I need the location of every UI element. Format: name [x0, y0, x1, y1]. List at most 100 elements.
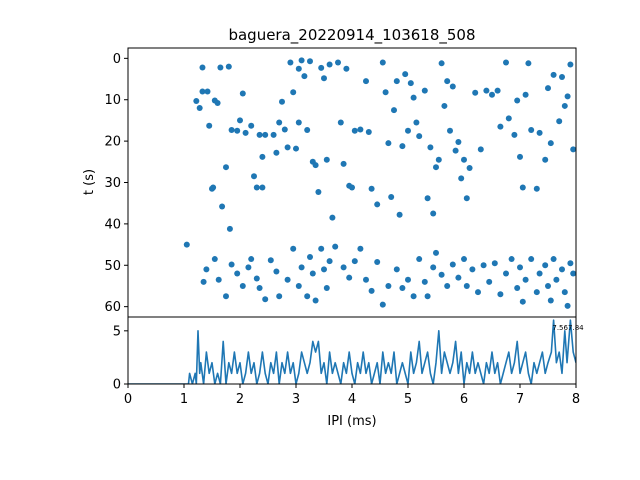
- histogram-frame: [127, 316, 577, 385]
- raster-point: [433, 249, 439, 256]
- raster-point: [335, 59, 341, 66]
- raster-point: [193, 97, 200, 104]
- raster-y-tick-label: 60: [104, 300, 121, 315]
- raster-point: [284, 276, 291, 283]
- raster-point: [332, 243, 339, 250]
- raster-point: [273, 268, 280, 275]
- histogram-y-ticks: 05: [113, 324, 128, 393]
- chart-title: baguera_20220914_103618_508: [228, 26, 475, 45]
- raster-point: [413, 119, 420, 126]
- raster-point: [567, 260, 574, 267]
- raster-point: [256, 285, 263, 292]
- raster-point: [374, 201, 381, 208]
- raster-point: [449, 261, 456, 268]
- raster-point: [203, 266, 210, 273]
- raster-point: [363, 78, 369, 85]
- raster-point: [463, 195, 470, 202]
- histogram-line: [128, 319, 576, 384]
- raster-point: [475, 289, 481, 296]
- raster-point: [326, 61, 333, 68]
- raster-point: [444, 282, 451, 289]
- raster-point: [424, 195, 431, 202]
- raster-point: [351, 258, 358, 265]
- raster-point: [183, 241, 190, 248]
- raster-point: [293, 145, 299, 152]
- raster-point: [402, 71, 409, 78]
- raster-point: [284, 144, 291, 151]
- raster-point: [251, 173, 257, 180]
- raster-point: [416, 256, 423, 263]
- raster-point: [528, 126, 535, 133]
- raster-point: [357, 245, 364, 252]
- histogram-x-tick-label: 6: [460, 392, 468, 407]
- raster-point: [393, 266, 400, 273]
- raster-point: [458, 175, 465, 182]
- raster-y-label: t (s): [82, 169, 97, 195]
- raster-point: [199, 88, 206, 95]
- histogram-x-tick-label: 7: [516, 392, 524, 407]
- raster-point: [556, 118, 563, 125]
- raster-point: [536, 270, 543, 277]
- raster-point: [427, 144, 434, 151]
- raster-point: [239, 90, 246, 97]
- raster-point: [349, 184, 355, 191]
- raster-point: [424, 293, 431, 300]
- raster-point: [522, 91, 529, 98]
- raster-point: [382, 89, 389, 96]
- raster-point: [223, 164, 229, 171]
- raster-point: [323, 156, 330, 163]
- raster-point: [228, 126, 235, 133]
- raster-point: [564, 93, 571, 100]
- raster-point: [368, 287, 375, 294]
- raster-point: [480, 262, 487, 269]
- raster-point: [199, 64, 206, 71]
- raster-point: [267, 257, 274, 264]
- raster-point: [497, 291, 504, 298]
- raster-point: [379, 59, 386, 66]
- raster-point: [463, 282, 470, 289]
- raster-point: [561, 102, 568, 109]
- raster-point: [525, 60, 532, 67]
- raster-point: [211, 256, 218, 263]
- peak-annotation: 7.56: [552, 324, 568, 332]
- raster-point: [253, 275, 260, 282]
- histogram-x-tick-label: 4: [348, 392, 356, 407]
- raster-point: [503, 270, 509, 277]
- raster-point: [259, 184, 266, 191]
- raster-point: [455, 138, 462, 145]
- raster-point: [290, 89, 297, 96]
- raster-point: [391, 107, 397, 114]
- raster-point: [281, 126, 288, 133]
- raster-point: [533, 289, 540, 296]
- histogram-y-tick-label: 5: [113, 324, 121, 339]
- raster-point: [547, 297, 554, 304]
- raster-point: [215, 276, 222, 283]
- raster-point: [452, 147, 459, 154]
- raster-point: [239, 282, 246, 289]
- raster-point: [276, 293, 283, 300]
- raster-point: [262, 296, 269, 303]
- raster-point: [315, 189, 322, 196]
- raster-y-tick-label: 30: [104, 176, 121, 191]
- raster-point: [309, 270, 316, 277]
- raster-point: [514, 97, 521, 104]
- raster-point: [550, 71, 557, 78]
- raster-point: [304, 126, 311, 133]
- raster-point: [536, 129, 543, 136]
- raster-point: [287, 59, 294, 66]
- raster-point: [405, 127, 411, 134]
- raster-point: [262, 131, 269, 138]
- raster-point: [559, 73, 565, 80]
- raster-point: [399, 143, 406, 150]
- raster-point: [242, 129, 249, 136]
- raster-point: [295, 65, 302, 72]
- raster-point: [441, 102, 448, 109]
- raster-point: [505, 115, 512, 122]
- raster-point: [363, 276, 369, 283]
- raster-point: [449, 83, 456, 90]
- raster-point: [421, 87, 428, 94]
- histogram-y-tick-label: 0: [113, 378, 121, 393]
- raster-point: [550, 256, 557, 263]
- raster-point: [225, 63, 232, 70]
